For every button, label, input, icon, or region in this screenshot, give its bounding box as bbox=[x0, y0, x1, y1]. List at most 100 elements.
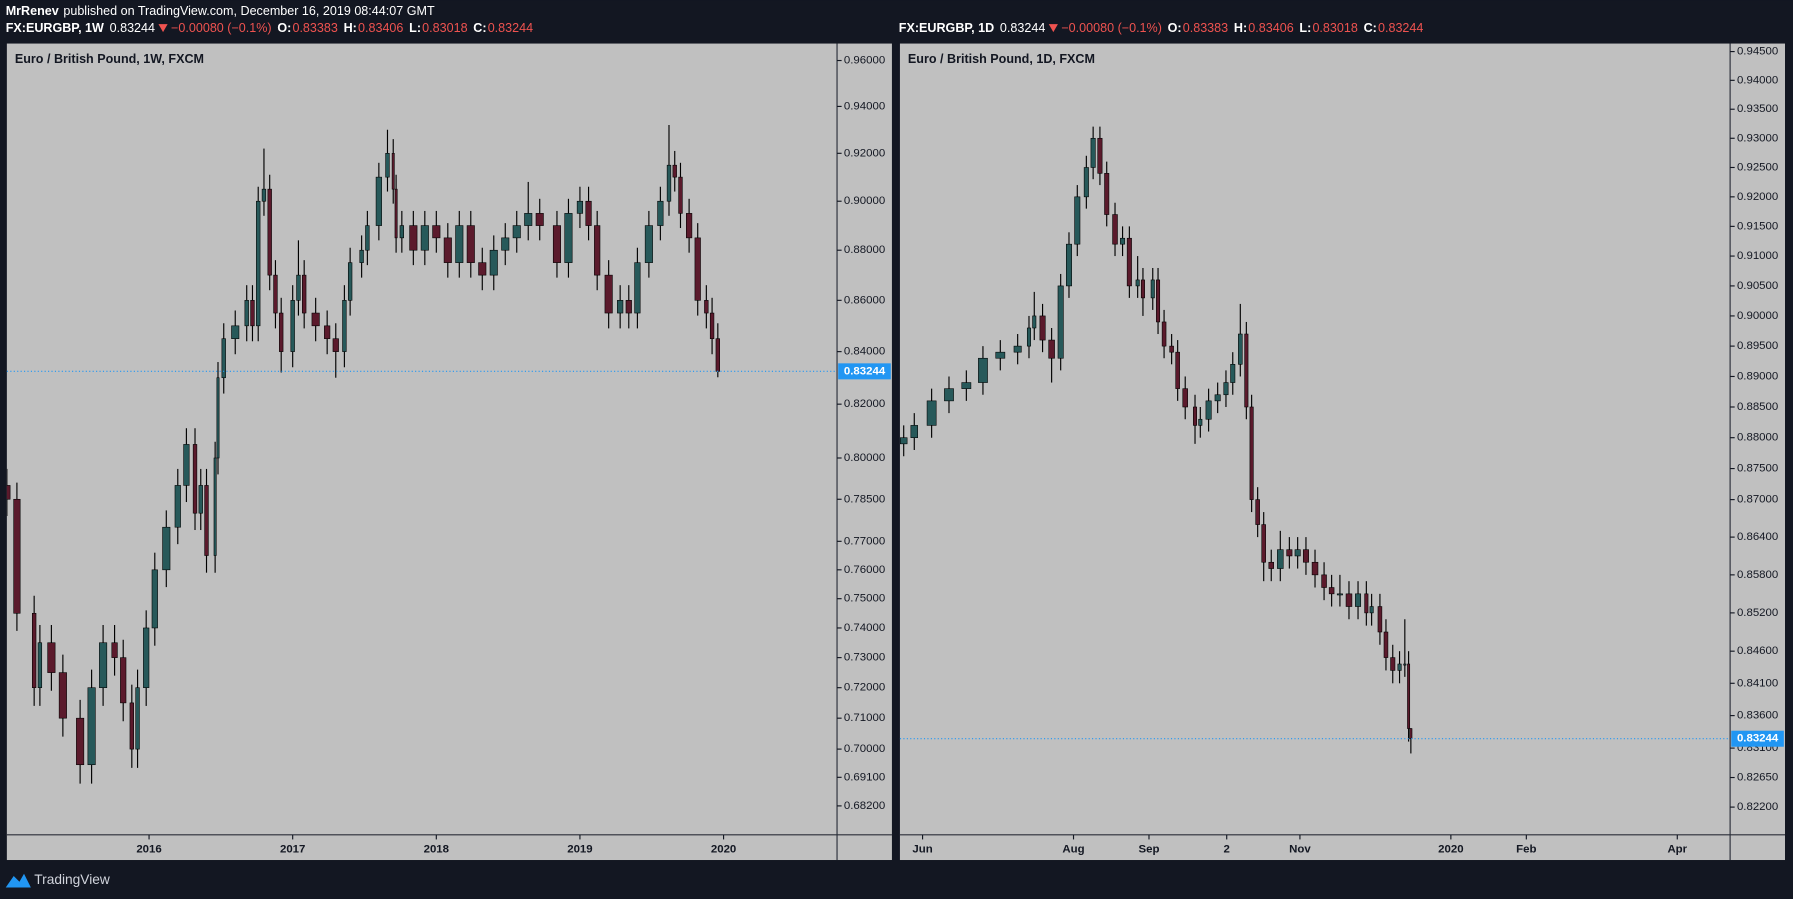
ohlc-value: 0.83018 bbox=[1312, 21, 1357, 35]
candle-body bbox=[709, 312, 715, 339]
candle-body bbox=[76, 717, 85, 766]
down-arrow bbox=[1048, 24, 1058, 33]
ohlc-label: H: bbox=[1234, 21, 1247, 35]
candle-body bbox=[1126, 237, 1132, 287]
candle-body bbox=[1205, 400, 1212, 420]
candle-body bbox=[1369, 606, 1374, 614]
candle-body bbox=[1345, 593, 1353, 607]
candle-body bbox=[409, 225, 418, 251]
candle-body bbox=[1013, 345, 1022, 353]
candle-body bbox=[1383, 631, 1389, 658]
candle-body bbox=[1057, 285, 1064, 359]
y-tick-label: 0.92000 bbox=[844, 147, 885, 159]
candle-body bbox=[151, 569, 158, 629]
candle-body bbox=[216, 377, 220, 459]
candle-body bbox=[213, 457, 217, 556]
candle-body bbox=[399, 225, 404, 239]
candle-body bbox=[1390, 657, 1396, 671]
price-label-box bbox=[838, 363, 891, 380]
candle-body bbox=[1175, 351, 1180, 389]
candle-body bbox=[944, 388, 954, 402]
symbol: FX:EURGBP, 1D bbox=[899, 21, 994, 35]
ohlc-label: H: bbox=[344, 21, 357, 35]
y-tick-label: 0.91000 bbox=[1737, 250, 1778, 262]
candle-body bbox=[302, 274, 307, 314]
candle-body bbox=[359, 249, 364, 263]
candle-body bbox=[250, 300, 255, 327]
author: MrRenev bbox=[6, 4, 59, 18]
candle-body bbox=[273, 274, 278, 314]
candle-body bbox=[135, 687, 140, 750]
candle-body bbox=[694, 237, 701, 301]
candle-body bbox=[290, 300, 295, 352]
candle-body bbox=[1311, 561, 1319, 576]
candle-body bbox=[198, 485, 203, 514]
candle-body bbox=[489, 249, 498, 276]
price-label-box bbox=[1731, 730, 1784, 747]
candle-body bbox=[183, 444, 190, 486]
y-tick-label: 0.82000 bbox=[844, 398, 885, 410]
y-tick-label: 0.91500 bbox=[1737, 220, 1778, 232]
y-tick-label: 0.94500 bbox=[1737, 46, 1778, 58]
candle-body bbox=[1097, 137, 1103, 174]
candle-body bbox=[1268, 561, 1274, 569]
x-tick-label: Apr bbox=[1667, 844, 1687, 856]
candle-body bbox=[910, 425, 918, 438]
x-tick-label: Jun bbox=[912, 844, 932, 856]
candle-body bbox=[385, 153, 390, 178]
ohlc-value: 0.83244 bbox=[488, 21, 533, 35]
candle-body bbox=[594, 225, 601, 276]
y-tick-label: 0.90000 bbox=[844, 195, 885, 207]
y-tick-label: 0.92000 bbox=[1737, 191, 1778, 203]
candle-body bbox=[204, 485, 209, 556]
candle-body bbox=[657, 200, 664, 226]
candle-body bbox=[1198, 418, 1203, 426]
candle-body bbox=[256, 200, 261, 327]
ohlc-label: O: bbox=[277, 21, 291, 35]
candle-body bbox=[1255, 499, 1260, 525]
candle-body bbox=[1140, 279, 1145, 299]
candle-body bbox=[535, 213, 544, 226]
x-tick-label: 2016 bbox=[136, 844, 161, 856]
candle-body bbox=[47, 642, 56, 673]
candle-body bbox=[617, 300, 624, 314]
y-tick-label: 0.93000 bbox=[1737, 132, 1778, 144]
y-tick-label: 0.88000 bbox=[844, 244, 885, 256]
candle-body bbox=[1156, 279, 1161, 323]
y-tick-label: 0.83600 bbox=[1737, 710, 1778, 722]
candle-body bbox=[1032, 315, 1037, 329]
y-tick-label: 0.80000 bbox=[844, 452, 885, 464]
candle-body bbox=[58, 672, 67, 719]
candle-body bbox=[1135, 279, 1140, 287]
candle-body bbox=[1355, 593, 1362, 607]
candle-body bbox=[365, 225, 370, 251]
candle-body bbox=[1244, 333, 1249, 408]
candle-body bbox=[1161, 321, 1167, 347]
candle-body bbox=[244, 300, 249, 327]
y-tick-label: 0.82200 bbox=[1737, 801, 1778, 813]
candle-body bbox=[466, 225, 475, 263]
y-tick-label: 0.84100 bbox=[1737, 677, 1778, 689]
candle-body bbox=[478, 262, 487, 276]
candle-body bbox=[347, 262, 353, 301]
y-tick-label: 0.89000 bbox=[1737, 370, 1778, 382]
y-tick-label: 0.90500 bbox=[1737, 280, 1778, 292]
candle-body bbox=[625, 300, 632, 314]
ohlc-label: C: bbox=[1364, 21, 1377, 35]
candle-body bbox=[375, 176, 382, 226]
candle-body bbox=[279, 312, 284, 352]
candle-body bbox=[1294, 549, 1301, 557]
ohlc-value: 0.83244 bbox=[1378, 21, 1423, 35]
ohlc-label: L: bbox=[1299, 21, 1311, 35]
y-tick-label: 0.86000 bbox=[844, 294, 885, 306]
candle-body bbox=[995, 351, 1006, 359]
y-tick-label: 0.89500 bbox=[1737, 340, 1778, 352]
candles bbox=[6, 125, 720, 784]
ohlc-value: 0.83018 bbox=[422, 21, 467, 35]
y-tick-label: 0.75000 bbox=[844, 593, 885, 605]
candle-body bbox=[162, 526, 171, 571]
candle-body bbox=[231, 325, 240, 339]
ohlc-label: O: bbox=[1168, 21, 1182, 35]
y-tick-label: 0.84000 bbox=[844, 346, 885, 358]
